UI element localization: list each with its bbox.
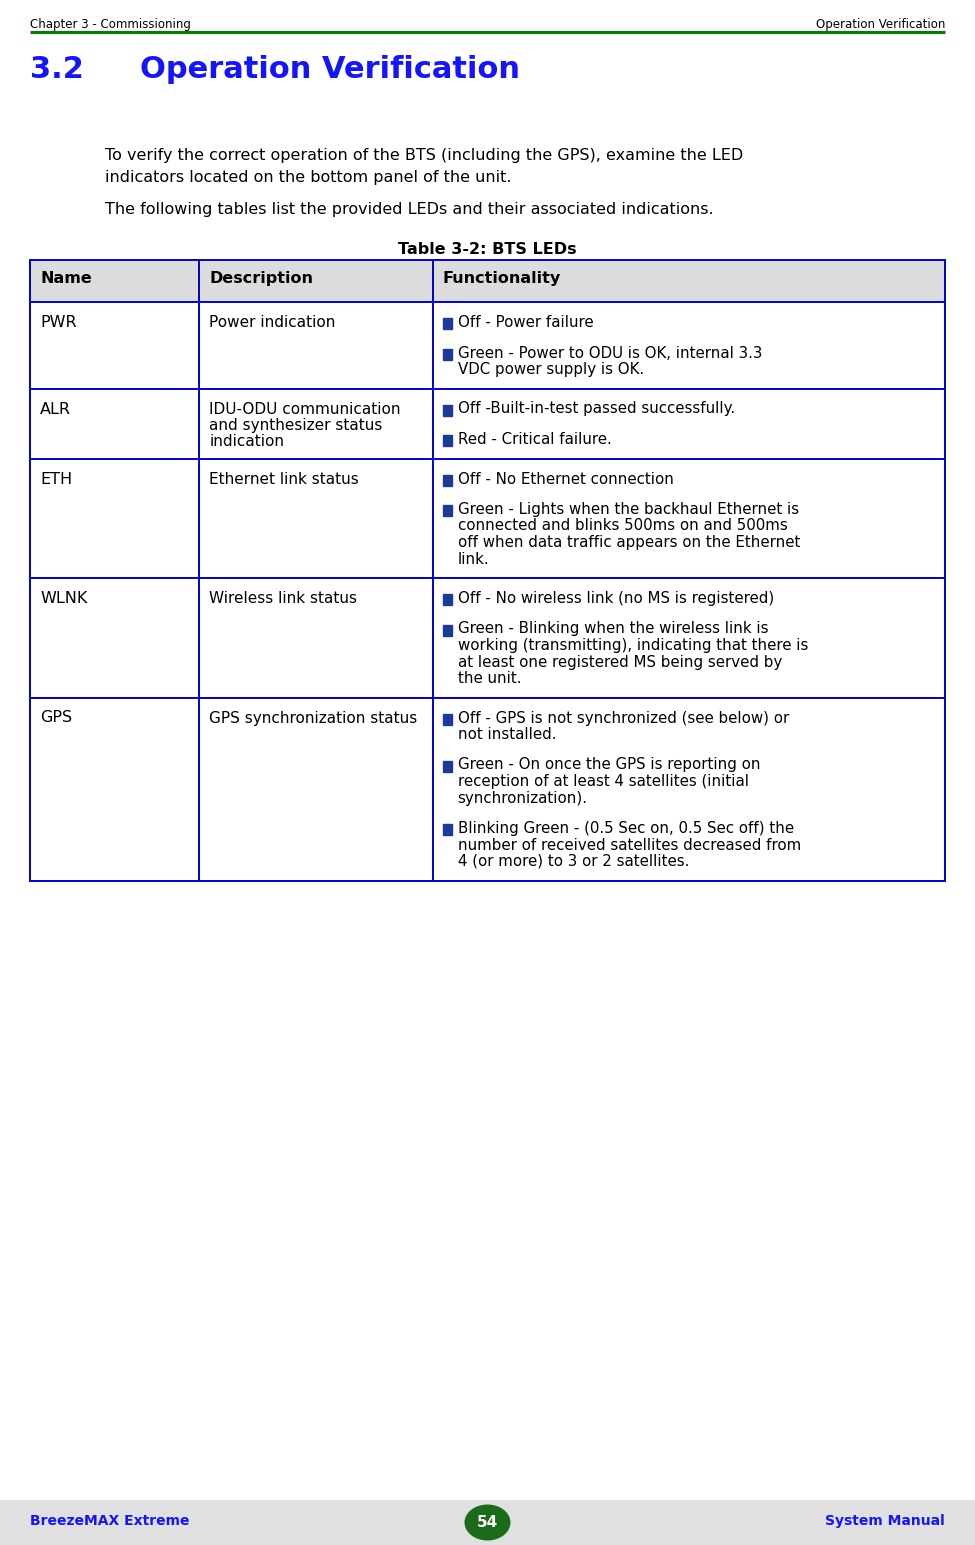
Text: Operation Verification: Operation Verification <box>816 19 945 31</box>
Bar <box>443 436 451 447</box>
Text: Name: Name <box>40 270 92 286</box>
Text: WLNK: WLNK <box>40 592 88 606</box>
Text: Functionality: Functionality <box>443 270 561 286</box>
Text: System Manual: System Manual <box>825 1514 945 1528</box>
Text: indicators located on the bottom panel of the unit.: indicators located on the bottom panel o… <box>105 170 512 185</box>
Text: Off - GPS is not synchronized (see below) or: Off - GPS is not synchronized (see below… <box>457 711 789 726</box>
Text: Off - No Ethernet connection: Off - No Ethernet connection <box>457 471 674 487</box>
Text: The following tables list the provided LEDs and their associated indications.: The following tables list the provided L… <box>105 202 714 216</box>
Text: Green - Power to ODU is OK, internal 3.3: Green - Power to ODU is OK, internal 3.3 <box>457 346 762 360</box>
Text: ETH: ETH <box>40 471 72 487</box>
Text: To verify the correct operation of the BTS (including the GPS), examine the LED: To verify the correct operation of the B… <box>105 148 743 164</box>
Text: number of received satellites decreased from: number of received satellites decreased … <box>457 837 800 853</box>
Bar <box>443 349 451 360</box>
Text: Off - Power failure: Off - Power failure <box>457 315 593 331</box>
Text: GPS synchronization status: GPS synchronization status <box>210 711 417 726</box>
Text: synchronization).: synchronization). <box>457 791 588 805</box>
Text: Green - Lights when the backhaul Ethernet is: Green - Lights when the backhaul Etherne… <box>457 502 799 518</box>
Text: Off - No wireless link (no MS is registered): Off - No wireless link (no MS is registe… <box>457 592 774 606</box>
Text: Blinking Green - (0.5 Sec on, 0.5 Sec off) the: Blinking Green - (0.5 Sec on, 0.5 Sec of… <box>457 820 794 836</box>
Bar <box>443 714 451 725</box>
Text: 4 (or more) to 3 or 2 satellites.: 4 (or more) to 3 or 2 satellites. <box>457 854 689 868</box>
Bar <box>443 505 451 516</box>
Text: IDU-ODU communication: IDU-ODU communication <box>210 402 401 417</box>
Ellipse shape <box>464 1505 511 1540</box>
Text: 3.2: 3.2 <box>30 56 84 83</box>
Text: Wireless link status: Wireless link status <box>210 592 357 606</box>
Text: Red - Critical failure.: Red - Critical failure. <box>457 433 611 447</box>
Text: PWR: PWR <box>40 315 77 331</box>
Bar <box>30 260 945 881</box>
Text: reception of at least 4 satellites (initial: reception of at least 4 satellites (init… <box>457 774 749 789</box>
Bar <box>443 823 451 834</box>
Bar <box>30 260 945 301</box>
Text: indication: indication <box>210 434 285 450</box>
Text: Power indication: Power indication <box>210 315 335 331</box>
Text: Green - Blinking when the wireless link is: Green - Blinking when the wireless link … <box>457 621 768 637</box>
Bar <box>443 405 451 416</box>
Bar <box>443 318 451 329</box>
Text: working (transmitting), indicating that there is: working (transmitting), indicating that … <box>457 638 808 654</box>
Text: off when data traffic appears on the Ethernet: off when data traffic appears on the Eth… <box>457 535 800 550</box>
Text: not installed.: not installed. <box>457 728 556 742</box>
Text: Description: Description <box>210 270 313 286</box>
Text: the unit.: the unit. <box>457 671 521 686</box>
Text: connected and blinks 500ms on and 500ms: connected and blinks 500ms on and 500ms <box>457 519 788 533</box>
Text: GPS: GPS <box>40 711 72 726</box>
Bar <box>443 593 451 606</box>
Text: Table 3-2: BTS LEDs: Table 3-2: BTS LEDs <box>398 243 577 256</box>
Bar <box>0 1500 975 1545</box>
Text: Operation Verification: Operation Verification <box>140 56 520 83</box>
Text: Ethernet link status: Ethernet link status <box>210 471 359 487</box>
Text: VDC power supply is OK.: VDC power supply is OK. <box>457 362 644 377</box>
Text: and synthesizer status: and synthesizer status <box>210 419 382 433</box>
Text: Chapter 3 - Commissioning: Chapter 3 - Commissioning <box>30 19 191 31</box>
Bar <box>443 624 451 635</box>
Text: Off -Built-in-test passed successfully.: Off -Built-in-test passed successfully. <box>457 402 735 417</box>
Bar <box>443 760 451 771</box>
Text: 54: 54 <box>477 1516 498 1530</box>
Text: Green - On once the GPS is reporting on: Green - On once the GPS is reporting on <box>457 757 760 772</box>
Text: link.: link. <box>457 552 489 567</box>
Text: at least one registered MS being served by: at least one registered MS being served … <box>457 655 782 669</box>
Bar <box>443 474 451 485</box>
Text: BreezeMAX Extreme: BreezeMAX Extreme <box>30 1514 189 1528</box>
Text: ALR: ALR <box>40 402 71 417</box>
